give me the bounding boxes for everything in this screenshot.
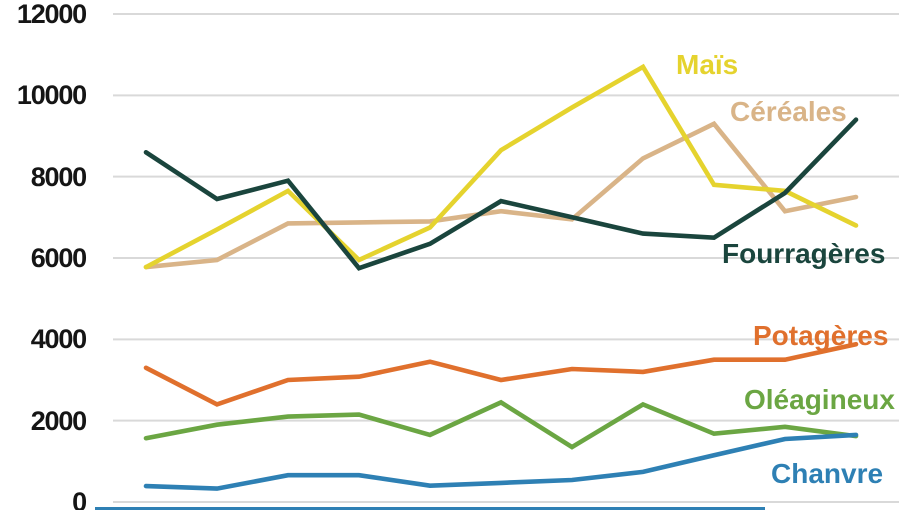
series-line-fourrageres [143, 117, 859, 271]
y-tick-label-4000: 4000 [30, 324, 87, 355]
series-line-chanvre [143, 432, 859, 491]
series-label-cereales: Céréales [730, 96, 847, 127]
series-label-chanvre: Chanvre [771, 458, 884, 489]
series-line-oleagineux [143, 399, 859, 450]
series-line-mais [143, 63, 859, 270]
series-label-potageres: Potagères [753, 320, 889, 351]
series-label-oleagineux: Oléagineux [744, 384, 895, 415]
series-label-mais: Maïs [676, 49, 739, 80]
series-label-fourrageres: Fourragères [722, 238, 886, 269]
bottom-edge-blue-line [95, 507, 765, 510]
y-tick-label-2000: 2000 [30, 405, 87, 436]
y-tick-label-0: 0 [72, 487, 87, 510]
y-tick-label-12000: 12000 [16, 0, 87, 29]
y-tick-label-6000: 6000 [30, 243, 87, 273]
y-tick-label-10000: 10000 [16, 80, 87, 111]
series-line-potageres [143, 341, 859, 407]
y-tick-label-8000: 8000 [30, 161, 87, 192]
series-line-cereales [143, 120, 859, 270]
